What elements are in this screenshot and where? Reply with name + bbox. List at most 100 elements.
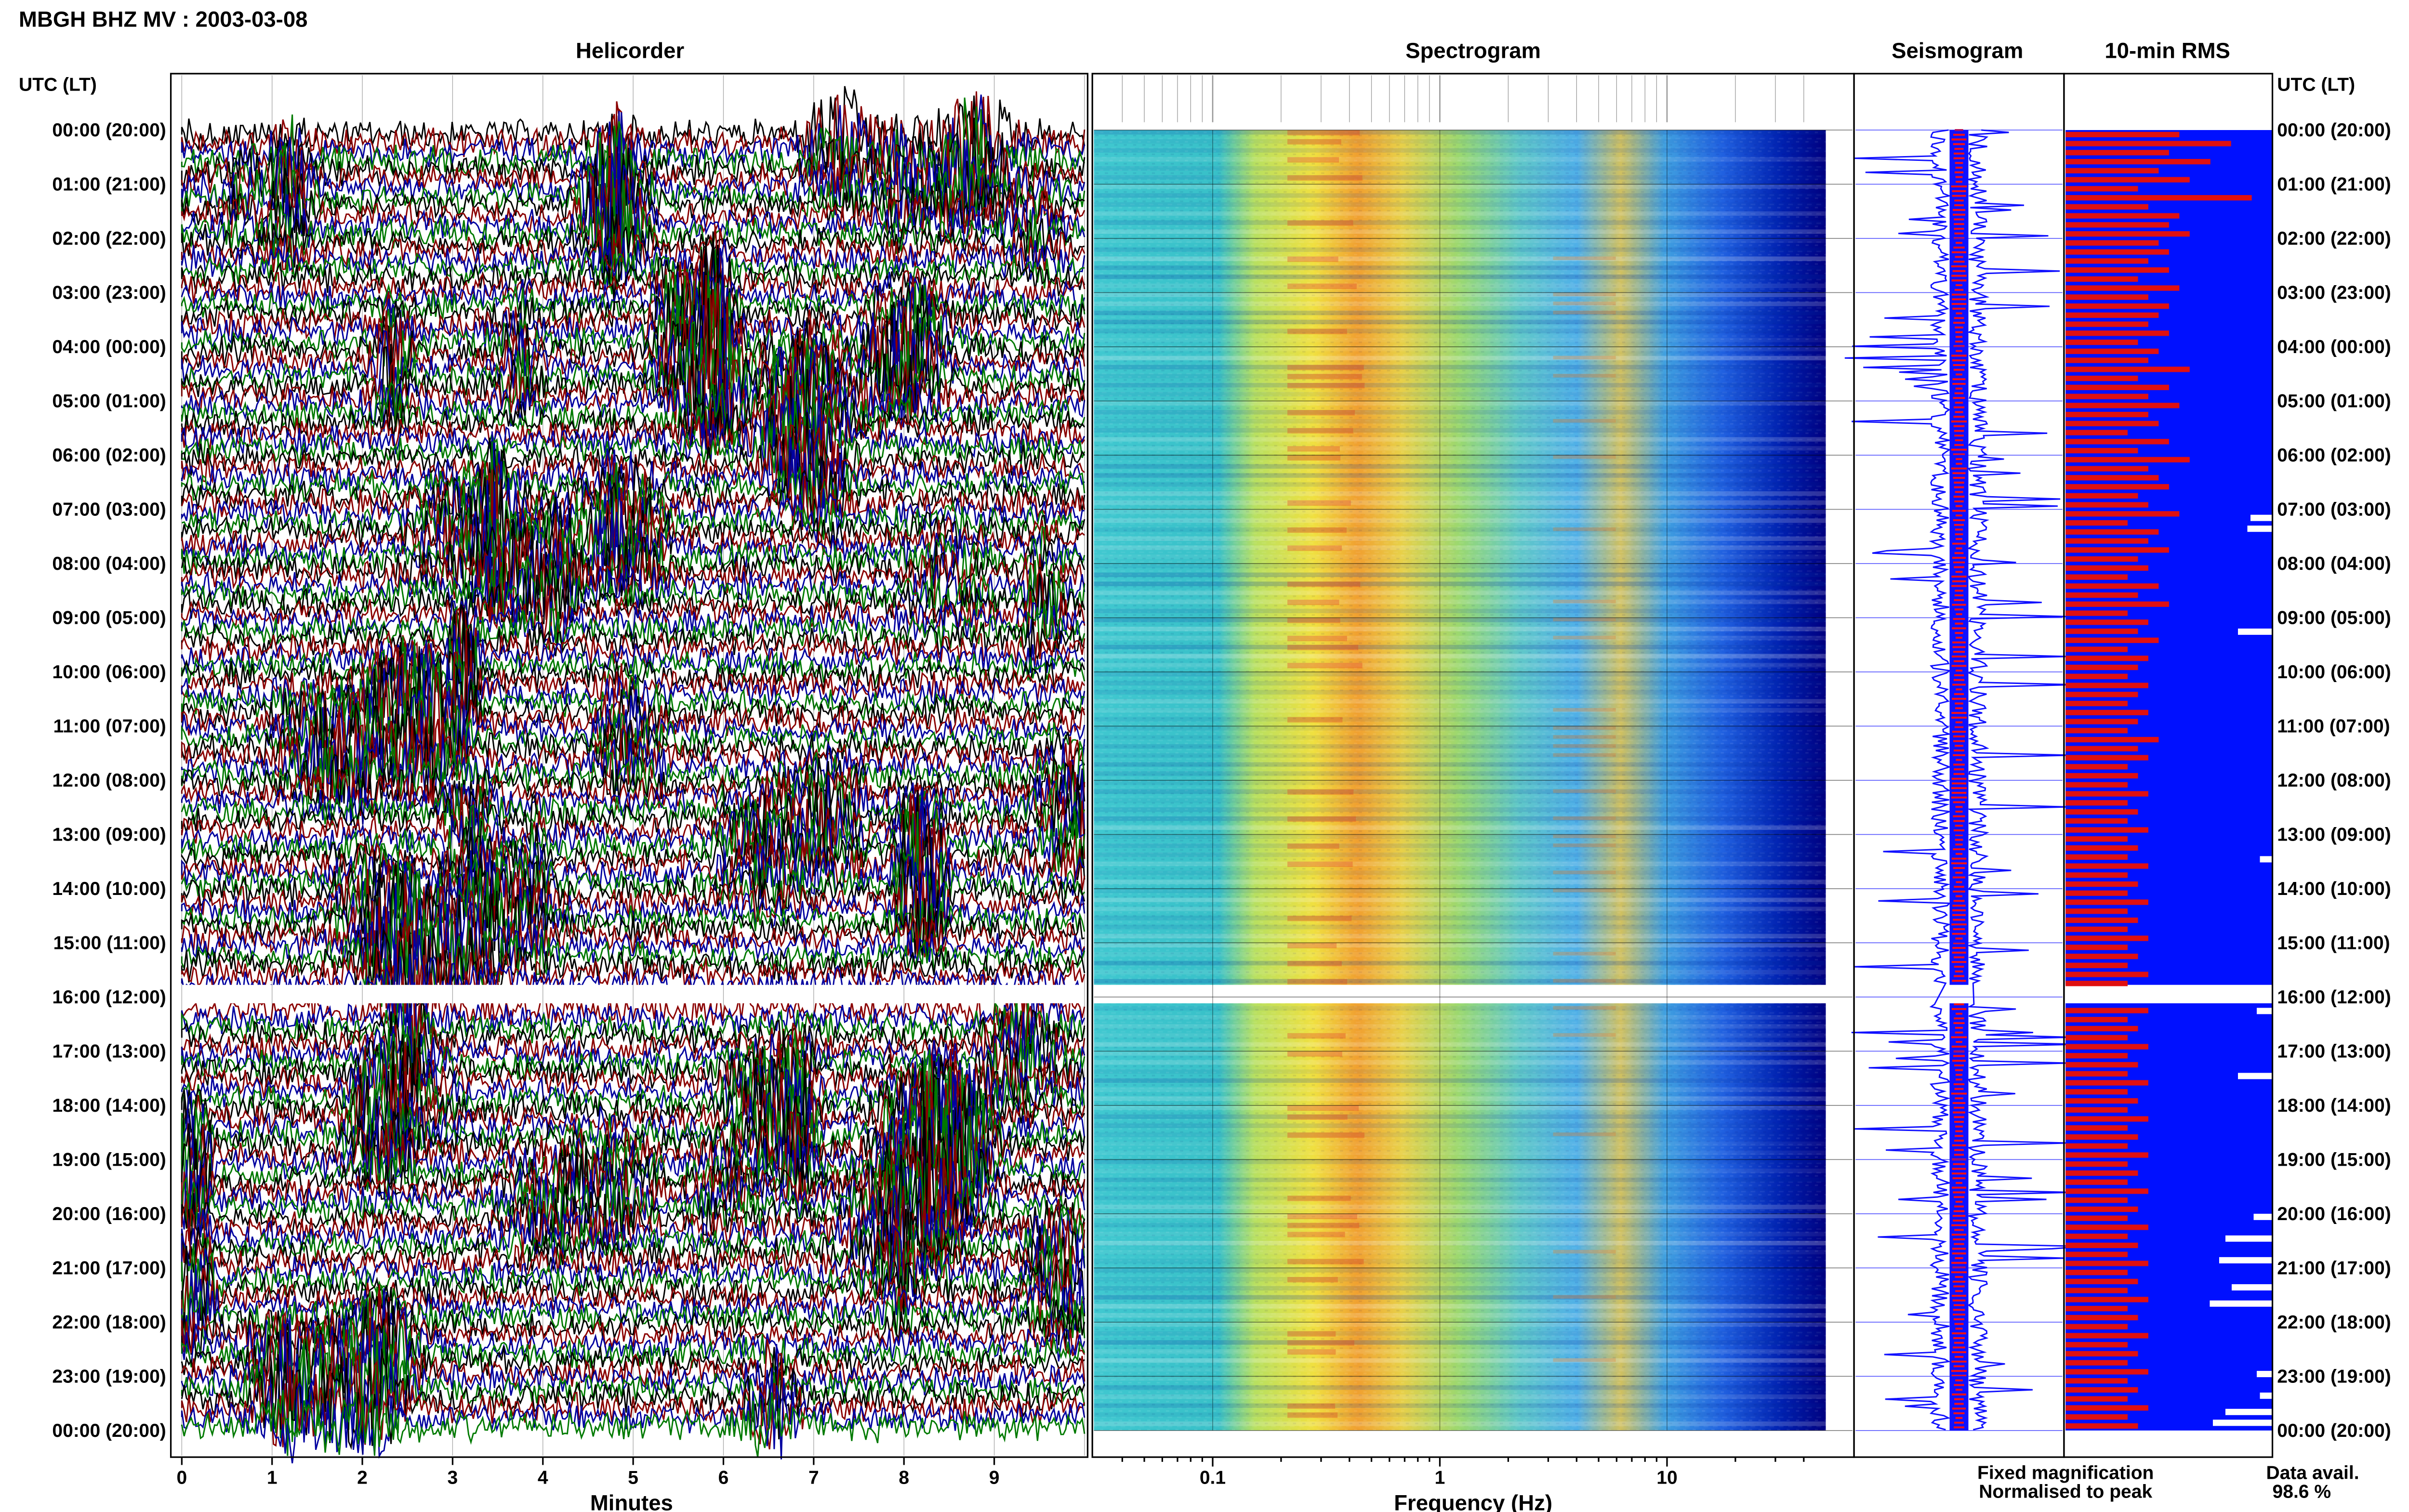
spectrogram-row-streak (1094, 518, 1826, 523)
spectrogram-energy-patch (1553, 1033, 1616, 1037)
rms-bar (2065, 186, 2138, 192)
rms-bar (2065, 610, 2128, 616)
spectrogram-row-streak (1094, 1286, 1826, 1291)
rms-bar (2065, 1170, 2138, 1176)
helicorder-trace (181, 1037, 1085, 1167)
helicorder-trace (181, 605, 1085, 679)
rms-bar (2065, 1116, 2148, 1122)
rms-bar (2065, 863, 2148, 869)
helicorder-trace (181, 429, 1085, 515)
rms-bar (2065, 303, 2169, 309)
spectrogram-row-streak (1094, 753, 1826, 758)
rms-bar (2065, 1251, 2128, 1257)
spectrogram-energy-patch (1553, 744, 1616, 748)
helicorder-trace (181, 1007, 1085, 1104)
spectrogram-row-streak (1094, 220, 1826, 225)
rms-bar (2065, 899, 2148, 905)
spectrogram-energy-patch (1287, 1349, 1336, 1355)
spectrogram-row-streak (1094, 256, 1826, 261)
rms-bar (2065, 457, 2190, 462)
spectrogram-row-streak (1094, 1268, 1826, 1273)
rms-bar (2065, 330, 2169, 336)
rms-bar (2065, 836, 2128, 842)
spectrogram-row-streak (1094, 1024, 1826, 1029)
spectrogram-row-streak (1094, 338, 1826, 342)
time-label-right: 07:00 (03:00) (2277, 499, 2391, 520)
spectrogram-row-streak (1094, 211, 1826, 216)
spectrogram-row-streak (1094, 627, 1826, 631)
spectrogram-energy-patch (1287, 365, 1364, 370)
helicorder-trace (181, 1254, 1085, 1337)
spectrogram-energy-patch (1287, 446, 1340, 452)
rms-bar (2065, 755, 2148, 761)
spectrogram-row-streak (1094, 1376, 1826, 1381)
spectrogram-row-streak (1094, 671, 1826, 677)
helicorder-trace (181, 249, 1085, 376)
rms-bar (2065, 1197, 2128, 1203)
rms-bar (2065, 1387, 2138, 1393)
helicorder-trace (181, 121, 1085, 295)
spectrogram-row-streak (1094, 1078, 1826, 1083)
spectrogram-row-streak (1094, 1169, 1826, 1173)
spectrogram-energy-patch (1287, 374, 1362, 380)
time-label-left: 17:00 (13:00) (52, 1041, 166, 1062)
rms-bar (2065, 348, 2159, 354)
rms-bar (2065, 601, 2169, 607)
spectrogram-energy-patch (1287, 283, 1357, 289)
spectrogram-row-streak (1094, 1394, 1826, 1399)
spectrogram-energy-patch (1287, 130, 1360, 136)
rms-bar (2065, 728, 2128, 734)
minutes-tick-label: 7 (808, 1467, 819, 1488)
spectrogram-row-streak (1094, 717, 1826, 722)
spectrogram-energy-patch (1553, 753, 1616, 757)
rms-bar (2065, 249, 2169, 255)
rms-bar (2065, 791, 2148, 797)
rms-bar (2065, 827, 2148, 833)
time-label-left: 23:00 (19:00) (52, 1366, 166, 1387)
time-label-right: 23:00 (19:00) (2277, 1366, 2391, 1387)
spectrogram-row-streak (1094, 1105, 1826, 1110)
rms-data-dropout (2210, 1300, 2273, 1307)
rms-bar (2065, 962, 2128, 968)
rms-bar (2065, 809, 2138, 815)
time-label-right: 01:00 (21:00) (2277, 174, 2391, 195)
rms-bar (2065, 285, 2180, 291)
data-availability-label: Data avail. (2266, 1463, 2359, 1484)
time-label-left: 05:00 (01:00) (52, 391, 166, 411)
time-label-left: 09:00 (05:00) (52, 607, 166, 628)
helicorder-trace (181, 1224, 1085, 1319)
spectrogram-row-streak (1094, 952, 1826, 957)
frequency-axis-label: Frequency (Hz) (1394, 1491, 1552, 1512)
spectrogram-row-streak (1094, 482, 1826, 487)
rms-data-dropout (2260, 1393, 2273, 1399)
helicorder-panel (172, 75, 1086, 1463)
rms-bar (2065, 1035, 2128, 1040)
rms-bar (2065, 1423, 2138, 1429)
rms-bar (2065, 1152, 2148, 1158)
rms-bar (2065, 493, 2138, 499)
spectrogram-energy-patch (1287, 1196, 1351, 1201)
helicorder-trace (181, 991, 1085, 1083)
rms-bar (2065, 204, 2148, 210)
spectrogram-energy-patch (1553, 1358, 1616, 1362)
spectrogram-energy-patch (1287, 717, 1343, 723)
spectrogram-row-streak (1094, 861, 1826, 867)
spectrogram-row-streak (1094, 401, 1826, 406)
minutes-tick-label: 8 (899, 1467, 909, 1488)
spectrogram-energy-patch (1287, 1331, 1336, 1337)
rms-bar (2065, 710, 2148, 715)
helicorder-trace (181, 153, 1085, 288)
time-label-right: 12:00 (08:00) (2277, 770, 2391, 791)
rms-bar (2065, 1017, 2128, 1023)
rms-bar (2065, 1278, 2138, 1285)
helicorder-trace (181, 272, 1085, 412)
spectrogram-energy-patch (1287, 843, 1339, 849)
helicorder-trace (181, 101, 1085, 272)
rms-bar (2065, 1234, 2128, 1239)
spectrogram-row-streak (1094, 554, 1826, 559)
helicorder-trace (181, 244, 1085, 309)
spectrogram-row-streak (1094, 1141, 1826, 1146)
spectrogram-row-streak (1094, 654, 1826, 658)
spectrogram-energy-patch (1553, 979, 1616, 983)
minutes-tick-label: 2 (357, 1467, 368, 1488)
